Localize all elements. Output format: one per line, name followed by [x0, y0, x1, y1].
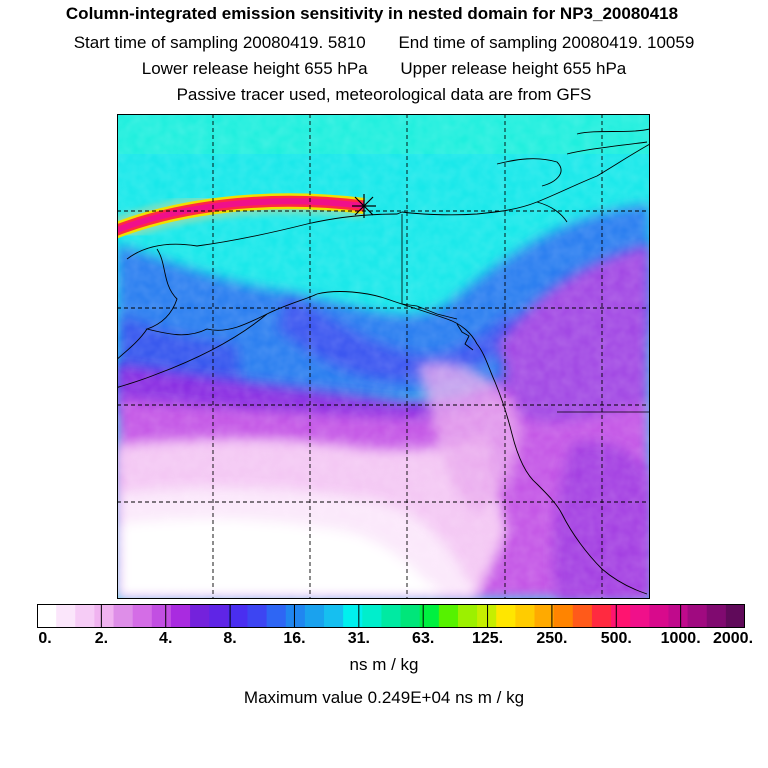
colorbar-tick-label: 125.: [471, 630, 504, 647]
colorbar-cell: [611, 604, 631, 628]
tracer-info: Passive tracer used, meteorological data…: [176, 85, 592, 104]
colorbar-cell: [706, 604, 727, 628]
colorbar-cell: [94, 604, 115, 628]
colorbar-cell: [132, 604, 153, 628]
colorbar-cell: [591, 604, 612, 628]
start-time-label: Start time of sampling 20080419. 5810: [73, 33, 366, 52]
colorbar-cell: [37, 604, 57, 628]
colorbar-cell: [649, 604, 669, 628]
release-heights: Lower release height 655 hPa Upper relea…: [0, 59, 768, 79]
colorbar-cell: [247, 604, 268, 628]
colorbar: [37, 604, 745, 628]
borders: [401, 214, 650, 413]
colorbar-tick-label: 2000.: [712, 630, 754, 647]
colorbar-cell: [170, 604, 191, 628]
colorbar-cell: [457, 604, 478, 628]
colorbar-cell: [362, 604, 382, 628]
sensitivity-map: [117, 114, 650, 599]
plume-arc: [117, 188, 366, 245]
colorbar-cell: [304, 604, 325, 628]
plot-title: Column-integrated emission sensitivity i…: [65, 4, 679, 23]
colorbar-tick-label: 4.: [159, 630, 173, 647]
colorbar-cell: [687, 604, 708, 628]
colorbar-tick-label: 250.: [536, 630, 568, 647]
maximum-value-label: Maximum value 0.249E+04 ns m / kg: [243, 688, 525, 707]
colorbar-tick-label: 2.: [94, 630, 109, 647]
colorbar-cell: [285, 604, 306, 628]
colorbar-cell: [553, 604, 574, 628]
colorbar-tick-label: 16.: [283, 630, 306, 647]
colorbar-cell: [725, 604, 745, 628]
colorbar-cells: [37, 604, 745, 628]
colorbar-tick-label: 1000.: [660, 630, 701, 647]
colorbar-cell: [343, 604, 363, 628]
colorbar-cell: [534, 604, 555, 628]
colorbar-cell: [630, 604, 650, 628]
colorbar-cell: [324, 604, 344, 628]
colorbar-cell: [113, 604, 134, 628]
colorbar-cell: [75, 604, 95, 628]
colorbar-cell: [266, 604, 287, 628]
end-time-label: End time of sampling 20080419. 10059: [398, 33, 695, 52]
colorbar-cell: [668, 604, 689, 628]
colorbar-cell: [151, 604, 172, 628]
colorbar-cell: [515, 604, 536, 628]
colorbar-tick-label: 63.: [412, 630, 435, 647]
gridlines: [117, 114, 650, 599]
colorbar-cell: [381, 604, 402, 628]
coastlines: [117, 128, 650, 595]
colorbar-cell: [190, 604, 210, 628]
colorbar-cell: [419, 604, 440, 628]
lower-release-label: Lower release height 655 hPa: [141, 59, 368, 78]
colorbar-cell: [56, 604, 76, 628]
colorbar-cell: [477, 604, 497, 628]
map-frame: [117, 114, 650, 599]
colorbar-cell: [209, 604, 229, 628]
colorbar-cell: [400, 604, 421, 628]
colorbar-cell: [438, 604, 459, 628]
upper-release-label: Upper release height 655 hPa: [400, 59, 627, 78]
colorbar-tick-label: 8.: [223, 630, 237, 647]
colorbar-cell: [496, 604, 516, 628]
colorbar-tick-label: 500.: [600, 630, 632, 647]
colorbar-tick-label: 31.: [347, 630, 370, 647]
colorbar-tick-label: 0.: [38, 630, 52, 647]
colorbar-cell: [572, 604, 593, 628]
colorbar-units: ns m / kg: [349, 655, 419, 674]
sampling-times: Start time of sampling 20080419. 5810 En…: [0, 33, 768, 53]
release-point-marker: [352, 194, 376, 218]
colorbar-cell: [228, 604, 248, 628]
